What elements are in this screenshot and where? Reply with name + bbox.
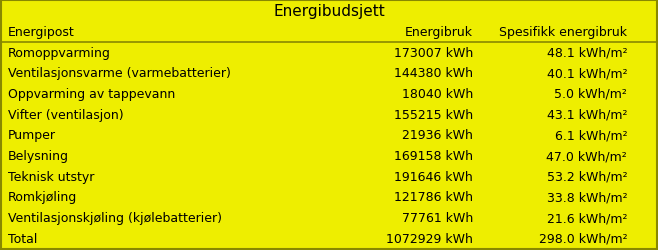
Text: 77761 kWh: 77761 kWh [402,211,473,224]
Text: 191646 kWh: 191646 kWh [394,170,473,183]
Text: 144380 kWh: 144380 kWh [394,67,473,80]
Text: Total: Total [8,232,38,245]
Text: Spesifikk energibruk: Spesifikk energibruk [499,26,627,39]
Text: 169158 kWh: 169158 kWh [394,150,473,162]
Text: 18040 kWh: 18040 kWh [402,88,473,101]
Text: 21.6 kWh/m²: 21.6 kWh/m² [547,211,627,224]
Text: Pumper: Pumper [8,129,56,142]
Text: Energibruk: Energibruk [405,26,473,39]
Text: Teknisk utstyr: Teknisk utstyr [8,170,94,183]
Text: Belysning: Belysning [8,150,69,162]
Text: 6.1 kWh/m²: 6.1 kWh/m² [555,129,627,142]
Text: Romkjøling: Romkjøling [8,191,77,203]
Text: 155215 kWh: 155215 kWh [394,108,473,121]
Text: 48.1 kWh/m²: 48.1 kWh/m² [547,46,627,59]
Text: 53.2 kWh/m²: 53.2 kWh/m² [547,170,627,183]
Text: 173007 kWh: 173007 kWh [394,46,473,59]
Text: 33.8 kWh/m²: 33.8 kWh/m² [547,191,627,203]
Text: Vifter (ventilasjon): Vifter (ventilasjon) [8,108,124,121]
Text: Energibudsjett: Energibudsjett [273,4,385,19]
Text: 40.1 kWh/m²: 40.1 kWh/m² [547,67,627,80]
Text: 43.1 kWh/m²: 43.1 kWh/m² [547,108,627,121]
Text: 298.0 kWh/m²: 298.0 kWh/m² [538,232,627,245]
Text: 121786 kWh: 121786 kWh [394,191,473,203]
Text: Ventilasjonsvarme (varmebatterier): Ventilasjonsvarme (varmebatterier) [8,67,231,80]
Text: Energipost: Energipost [8,26,75,39]
Text: Romoppvarming: Romoppvarming [8,46,111,59]
Text: Ventilasjonskjøling (kjølebatterier): Ventilasjonskjøling (kjølebatterier) [8,211,222,224]
Text: Oppvarming av tappevann: Oppvarming av tappevann [8,88,175,101]
Text: 47.0 kWh/m²: 47.0 kWh/m² [546,150,627,162]
Text: 5.0 kWh/m²: 5.0 kWh/m² [554,88,627,101]
Text: 21936 kWh: 21936 kWh [402,129,473,142]
Text: 1072929 kWh: 1072929 kWh [386,232,473,245]
